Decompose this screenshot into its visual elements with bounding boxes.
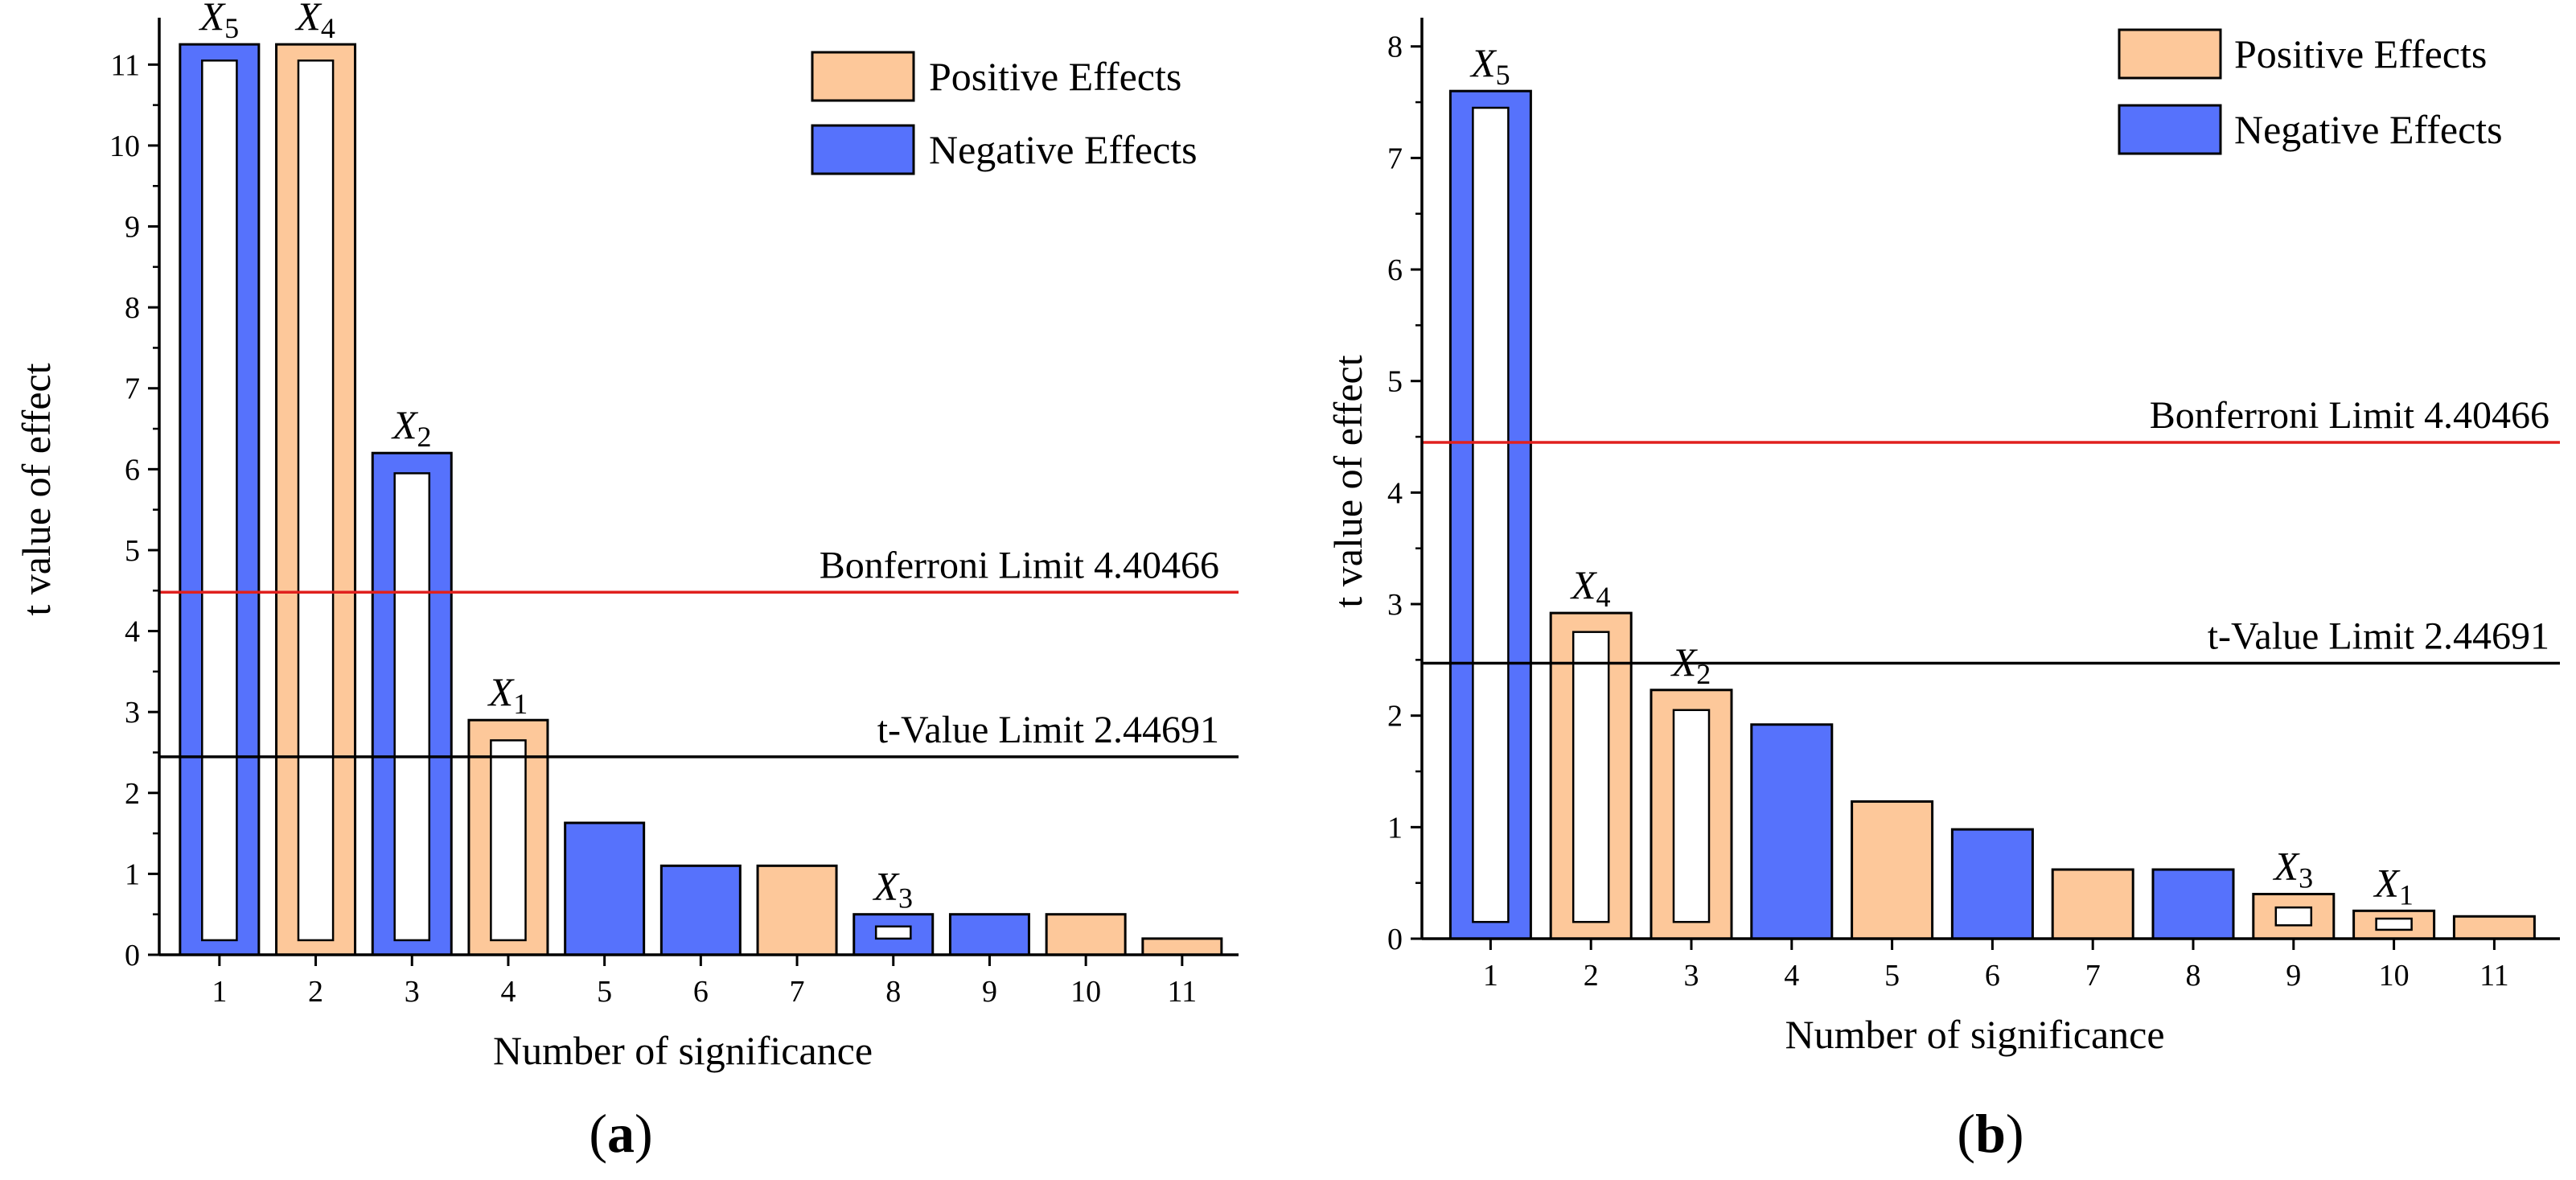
y-tick-label: 7 [1387,142,1403,175]
bar-3-inner-box [1672,709,1711,923]
bar-annotation: X5 [199,0,240,44]
panel-b: Bonferroni Limit 4.40466 t-Value Limit 2.… [1325,18,2560,1164]
t-value-limit-label: t-Value Limit 2.44691 [877,709,1219,751]
x-tick-label: 5 [1884,959,1900,993]
legend-positive-label: Positive Effects [929,54,1181,99]
panel-a: Bonferroni Limit 4.40466 t-Value Limit 2.… [14,0,1239,1164]
y-tick-label: 0 [1387,923,1403,956]
y-tick-label: 5 [1387,365,1403,399]
y-tick-label: 9 [125,211,140,245]
bar-1-inner-box [201,60,238,942]
x-tick-label: 3 [405,975,420,1009]
x-tick-label: 6 [1985,959,2000,993]
bar-9-inner-box [2274,906,2313,927]
bar-6 [1950,828,2034,940]
bar-7 [2051,868,2134,940]
legend: Positive Effects Negative Effects [2118,28,2503,155]
x-tick-label: 1 [212,975,227,1009]
bar-3-inner-box [393,472,431,942]
legend-positive-swatch [811,51,915,102]
y-tick-label: 3 [125,696,140,730]
bar-annotation: X3 [872,864,913,915]
y-tick-label: 5 [125,534,140,568]
x-tick-label: 1 [1483,959,1498,993]
x-tick-label: 10 [2379,959,2410,993]
y-tick-label: 8 [1387,31,1403,64]
legend-negative-swatch [811,124,915,175]
bar-11 [2452,915,2536,940]
bar-5 [564,821,646,956]
bonferroni-limit-label: Bonferroni Limit 4.40466 [820,544,1219,586]
x-tick-label: 8 [2186,959,2201,993]
x-tick-label: 10 [1070,975,1101,1009]
y-tick-label: 0 [125,939,140,972]
bar-4-inner-box [490,739,527,942]
bar-annotation: X2 [1670,639,1711,690]
legend: Positive Effects Negative Effects [811,51,1198,175]
bar-6 [659,864,742,956]
bar-2-inner-box [1571,631,1610,923]
y-tick-label: 7 [125,372,140,406]
bar-4 [1750,723,1834,940]
x-tick-label: 6 [693,975,709,1009]
x-tick-label: 4 [1784,959,1799,993]
x-tick-label: 3 [1684,959,1699,993]
bar-annotation: X4 [294,0,335,44]
y-tick-label: 4 [1387,476,1403,510]
x-axis-label: Number of significance [1785,1012,2164,1057]
bar-annotation: X2 [391,402,432,453]
x-tick-label: 4 [500,975,516,1009]
bar-2-inner-box [297,60,335,942]
y-tick-label: 1 [125,857,140,891]
t-value-limit-label: t-Value Limit 2.44691 [2208,615,2549,658]
bar-10 [1045,913,1127,956]
x-tick-label: 5 [597,975,612,1009]
legend-negative-label: Negative Effects [2234,107,2503,152]
y-tick-label: 2 [125,777,140,811]
bar-8-inner-box [874,925,912,940]
y-tick-label: 10 [109,130,140,163]
x-axis-label: Number of significance [493,1028,873,1073]
x-tick-label: 2 [1584,959,1599,993]
x-tick-label: 8 [885,975,901,1009]
bar-annotation: X5 [1469,40,1510,91]
y-tick-label: 8 [125,291,140,325]
x-tick-label: 9 [2286,959,2301,993]
panel-caption: (b) [1957,1103,2023,1164]
y-tick-label: 4 [125,615,140,649]
legend-positive-label: Positive Effects [2234,31,2487,76]
x-tick-label: 2 [308,975,323,1009]
x-tick-label: 11 [2479,959,2509,993]
bar-annotation: X1 [2373,860,2414,911]
bar-8 [2151,868,2235,940]
bonferroni-limit-label: Bonferroni Limit 4.40466 [2150,394,2549,437]
bar-annotation: X4 [1570,562,1611,613]
bar-11 [1141,937,1223,956]
bar-1-inner-box [1472,106,1510,923]
y-tick-label: 11 [110,48,140,82]
panel-caption: (a) [589,1103,652,1164]
legend-negative-swatch [2118,104,2222,155]
bar-annotation: X3 [2273,844,2314,894]
legend-negative-label: Negative Effects [929,127,1198,172]
x-tick-label: 7 [790,975,805,1009]
y-axis-label: t value of effect [1325,355,1370,607]
y-tick-label: 2 [1387,700,1403,734]
legend-positive-swatch [2118,28,2222,80]
bar-10-inner-box [2375,917,2413,931]
x-tick-label: 11 [1168,975,1198,1009]
bar-9 [948,913,1030,956]
bar-annotation: X1 [487,669,528,720]
y-tick-label: 3 [1387,588,1403,622]
x-tick-label: 7 [2085,959,2101,993]
y-axis-label: t value of effect [14,363,59,615]
bar-7 [756,864,838,956]
x-tick-label: 9 [982,975,997,1009]
y-tick-label: 6 [125,453,140,487]
bar-5 [1851,800,1934,940]
y-tick-label: 6 [1387,253,1403,287]
y-tick-label: 1 [1387,811,1403,845]
